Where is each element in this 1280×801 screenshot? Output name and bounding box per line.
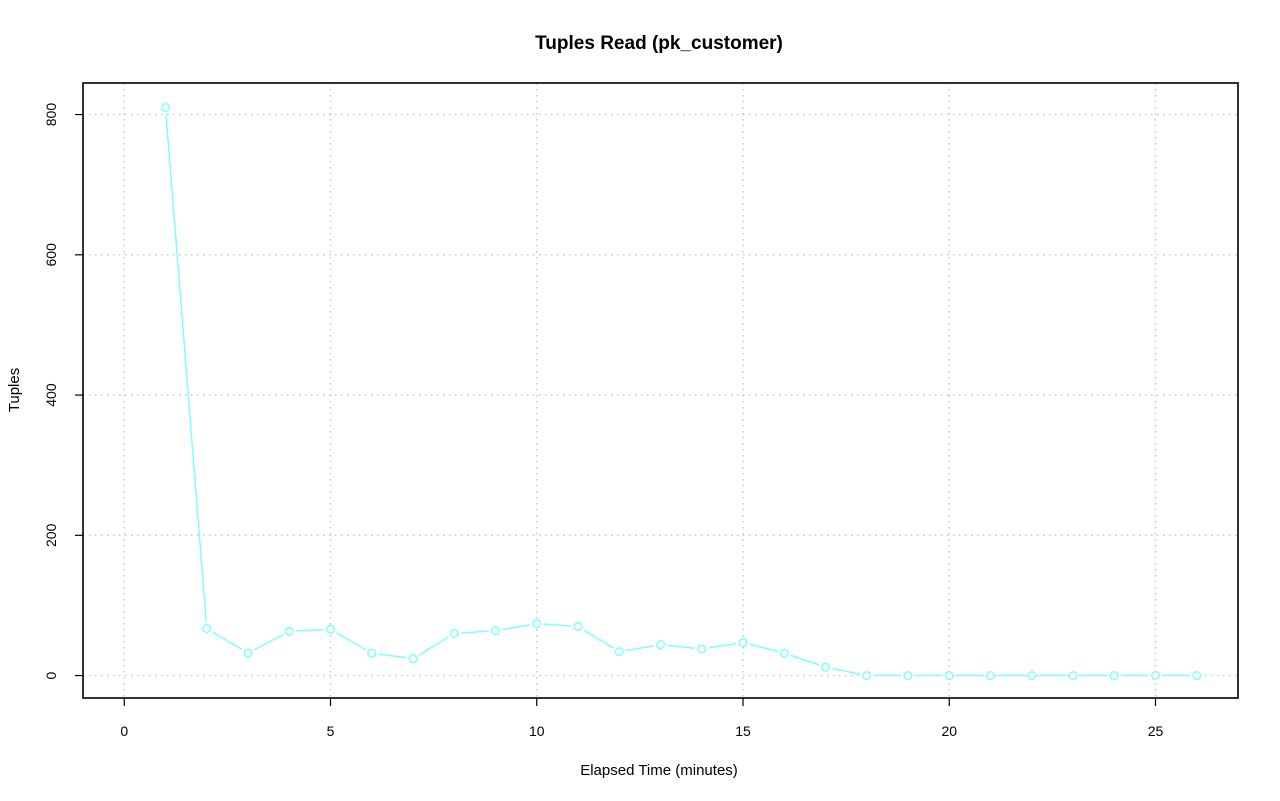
data-point [903,671,913,681]
data-point [1068,671,1078,681]
y-tick-label: 400 [43,383,59,407]
data-point [738,638,748,648]
data-point [1109,671,1119,681]
data-point [1192,671,1202,681]
x-tick-label: 20 [941,723,957,739]
chart-title: Tuples Read (pk_customer) [535,33,783,54]
y-axis-label: Tuples [6,368,23,412]
data-point [367,648,377,658]
data-point [820,662,831,672]
x-tick-label: 15 [735,723,751,739]
data-point [1150,671,1161,681]
data-point [449,628,459,639]
x-tick-label: 5 [327,723,335,739]
series-line [165,114,1190,677]
x-tick-label: 10 [529,723,545,739]
data-point [284,626,294,636]
data-point [243,648,253,658]
data-point [408,654,418,664]
data-point [862,671,872,681]
plot-frame [82,82,1239,699]
y-axis: 0 200 400 600 800 [43,103,83,679]
x-tick-label: 25 [1148,723,1164,739]
data-point [985,671,996,681]
data-point [325,624,336,634]
data-point [697,644,707,654]
series [160,102,1202,681]
data-point [573,621,583,632]
y-tick-label: 800 [43,103,59,127]
data-point [614,647,624,657]
y-tick-label: 200 [43,523,59,547]
data-point [1027,671,1037,681]
y-tick-label: 600 [43,243,59,267]
x-axis: 0 5 10 15 20 25 [120,698,1163,739]
data-point [490,626,501,636]
data-point [655,640,666,650]
data-point [779,648,789,658]
grid [83,83,1238,698]
data-point [944,671,954,681]
data-point [160,102,171,113]
x-axis-label: Elapsed Time (minutes) [580,762,738,779]
data-point [202,624,212,634]
x-tick-label: 0 [120,723,128,739]
data-point [532,619,542,629]
y-tick-label: 0 [43,671,59,679]
